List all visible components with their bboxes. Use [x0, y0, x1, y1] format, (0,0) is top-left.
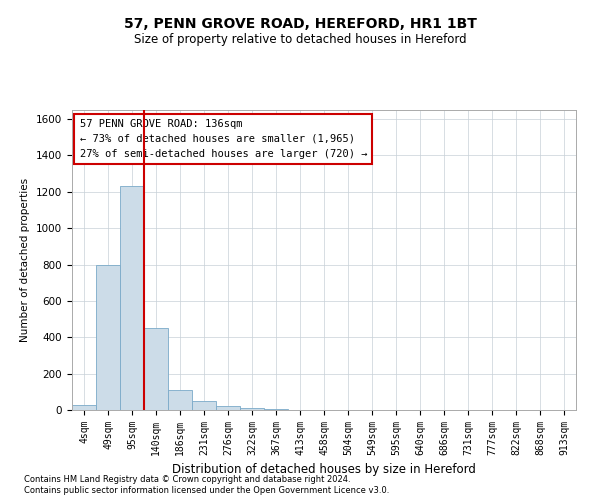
Bar: [240, 408, 264, 410]
Text: Contains public sector information licensed under the Open Government Licence v3: Contains public sector information licen…: [24, 486, 389, 495]
Text: Size of property relative to detached houses in Hereford: Size of property relative to detached ho…: [134, 32, 466, 46]
Text: Contains HM Land Registry data © Crown copyright and database right 2024.: Contains HM Land Registry data © Crown c…: [24, 475, 350, 484]
Bar: [192, 401, 216, 410]
Bar: [168, 390, 192, 410]
Bar: [96, 264, 120, 410]
X-axis label: Distribution of detached houses by size in Hereford: Distribution of detached houses by size …: [172, 464, 476, 476]
Text: 57, PENN GROVE ROAD, HEREFORD, HR1 1BT: 57, PENN GROVE ROAD, HEREFORD, HR1 1BT: [124, 18, 476, 32]
Text: 57 PENN GROVE ROAD: 136sqm
← 73% of detached houses are smaller (1,965)
27% of s: 57 PENN GROVE ROAD: 136sqm ← 73% of deta…: [80, 119, 367, 158]
Bar: [264, 409, 288, 410]
Bar: [144, 328, 168, 410]
Y-axis label: Number of detached properties: Number of detached properties: [20, 178, 31, 342]
Bar: [120, 186, 144, 410]
Bar: [216, 406, 240, 410]
Bar: [72, 404, 96, 410]
